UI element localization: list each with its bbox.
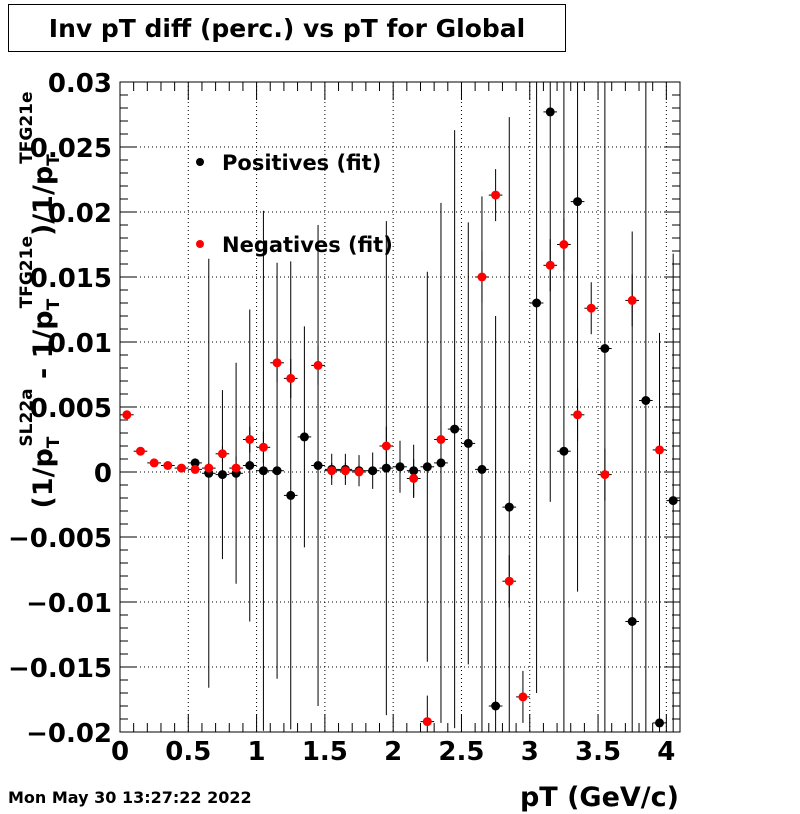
data-point-negatives [122,410,132,420]
x-tick-label: 2 [384,737,402,767]
y-tick-label: 0.01 [48,329,112,359]
data-point-negatives [422,717,432,727]
data-point-positives [381,463,391,473]
data-point-negatives [217,449,227,459]
data-point-positives [368,466,378,476]
data-point-negatives [135,446,145,456]
y-axis-label: (1/pTSL22a - 1/pTTFG21e)/1/pTTFG21e [17,91,64,508]
data-point-positives [627,617,637,626]
data-point-positives [217,470,227,480]
y-tick-label: 0 [94,459,112,489]
y-tick-label: −0.01 [26,589,112,619]
data-point-positives [299,432,309,442]
data-point-negatives [258,442,268,452]
x-tick-label: 3.5 [575,737,621,767]
data-point-negatives [559,240,569,249]
data-point-positives [190,458,200,468]
data-point-positives [655,718,665,728]
legend: Positives (fit) Negatives (fit) [196,151,393,257]
data-point-negatives [381,441,391,451]
data-point-positives [422,462,432,472]
data-point-negatives [504,576,514,586]
data-point-negatives [655,445,665,455]
data-point-positives [573,197,583,207]
data-point-negatives [313,360,323,370]
data-point-positives [450,424,460,434]
data-point-negatives [409,474,419,483]
y-tick-label: −0.02 [26,719,112,749]
data-point-positives [545,107,555,117]
legend-marker-positives [196,158,204,166]
data-point-negatives [573,410,583,420]
data-point-positives [668,496,678,506]
x-tick-label: 0.5 [165,737,211,767]
data-point-positives [245,461,255,470]
y-tick-label: 0.015 [30,264,112,294]
data-point-negatives [627,295,637,305]
y-tick-label: 0.03 [48,69,112,99]
y-tick-label: 0.02 [48,199,112,229]
chart-grid [120,82,680,732]
data-point-positives [477,464,487,474]
chart-title: Inv pT diff (perc.) vs pT for Global [48,13,526,43]
data-point-negatives [518,692,528,702]
data-point-negatives [491,190,501,200]
data-point-negatives [245,435,255,444]
y-tick-label: 0.005 [30,394,112,424]
data-point-negatives [586,303,596,313]
x-tick-label: 3 [521,737,539,767]
data-point-positives [258,466,268,476]
data-point-positives [395,462,405,472]
y-tick-label: −0.015 [8,654,112,684]
y-tick-label: 0.025 [30,134,112,164]
x-axis-label: pT (GeV/c) [520,782,679,813]
data-point-positives [641,396,651,405]
data-point-positives [272,466,282,476]
chart-title-box: Inv pT diff (perc.) vs pT for Global [8,4,566,52]
y-tick-labels: −0.02 −0.015 −0.01 −0.005 0 0.005 0.01 0.015 0.0… [8,69,112,749]
data-points [122,107,678,728]
data-point-negatives [327,466,337,476]
data-point-positives [600,344,610,353]
data-point-positives [532,298,542,308]
x-tick-label: 1 [248,737,266,767]
x-tick-label: 4 [657,737,675,767]
axis-ticks [119,81,681,733]
data-point-positives [286,490,296,500]
data-point-negatives [190,464,200,474]
data-point-negatives [272,358,282,368]
data-point-negatives [340,466,350,476]
timestamp: Mon May 30 13:27:22 2022 [8,788,252,807]
data-point-negatives [231,463,241,473]
legend-label-negatives: Negatives (fit) [222,233,393,257]
data-point-positives [409,466,419,476]
x-tick-label: 2.5 [438,737,484,767]
data-point-negatives [149,458,159,468]
data-point-positives [491,701,501,711]
y-tick-label: −0.005 [8,524,112,554]
data-point-negatives [204,463,214,473]
data-point-positives [504,502,514,512]
x-tick-labels: 0 0.5 1 1.5 2 2.5 3 3.5 4 [111,737,675,767]
x-tick-label: 0 [111,737,129,767]
data-point-negatives [286,373,296,383]
data-point-positives [436,458,446,468]
legend-marker-negatives [196,240,204,248]
legend-entry-negatives: Negatives (fit) [196,233,393,257]
data-point-negatives [545,260,555,270]
data-point-negatives [354,467,364,477]
data-point-negatives [477,272,487,282]
legend-label-positives: Positives (fit) [222,151,381,175]
data-point-negatives [600,470,610,480]
data-point-positives [313,461,323,470]
data-point-negatives [176,463,186,473]
x-tick-label: 1.5 [302,737,348,767]
data-point-negatives [163,461,173,470]
svg-text:(1/pTSL22a - 1/pTTFG21e)/1/pTT: (1/pTSL22a - 1/pTTFG21e)/1/pTTFG21e [17,91,64,508]
data-point-positives [463,438,473,448]
data-point-negatives [436,435,446,444]
data-point-positives [559,446,569,456]
legend-entry-positives: Positives (fit) [196,151,381,175]
